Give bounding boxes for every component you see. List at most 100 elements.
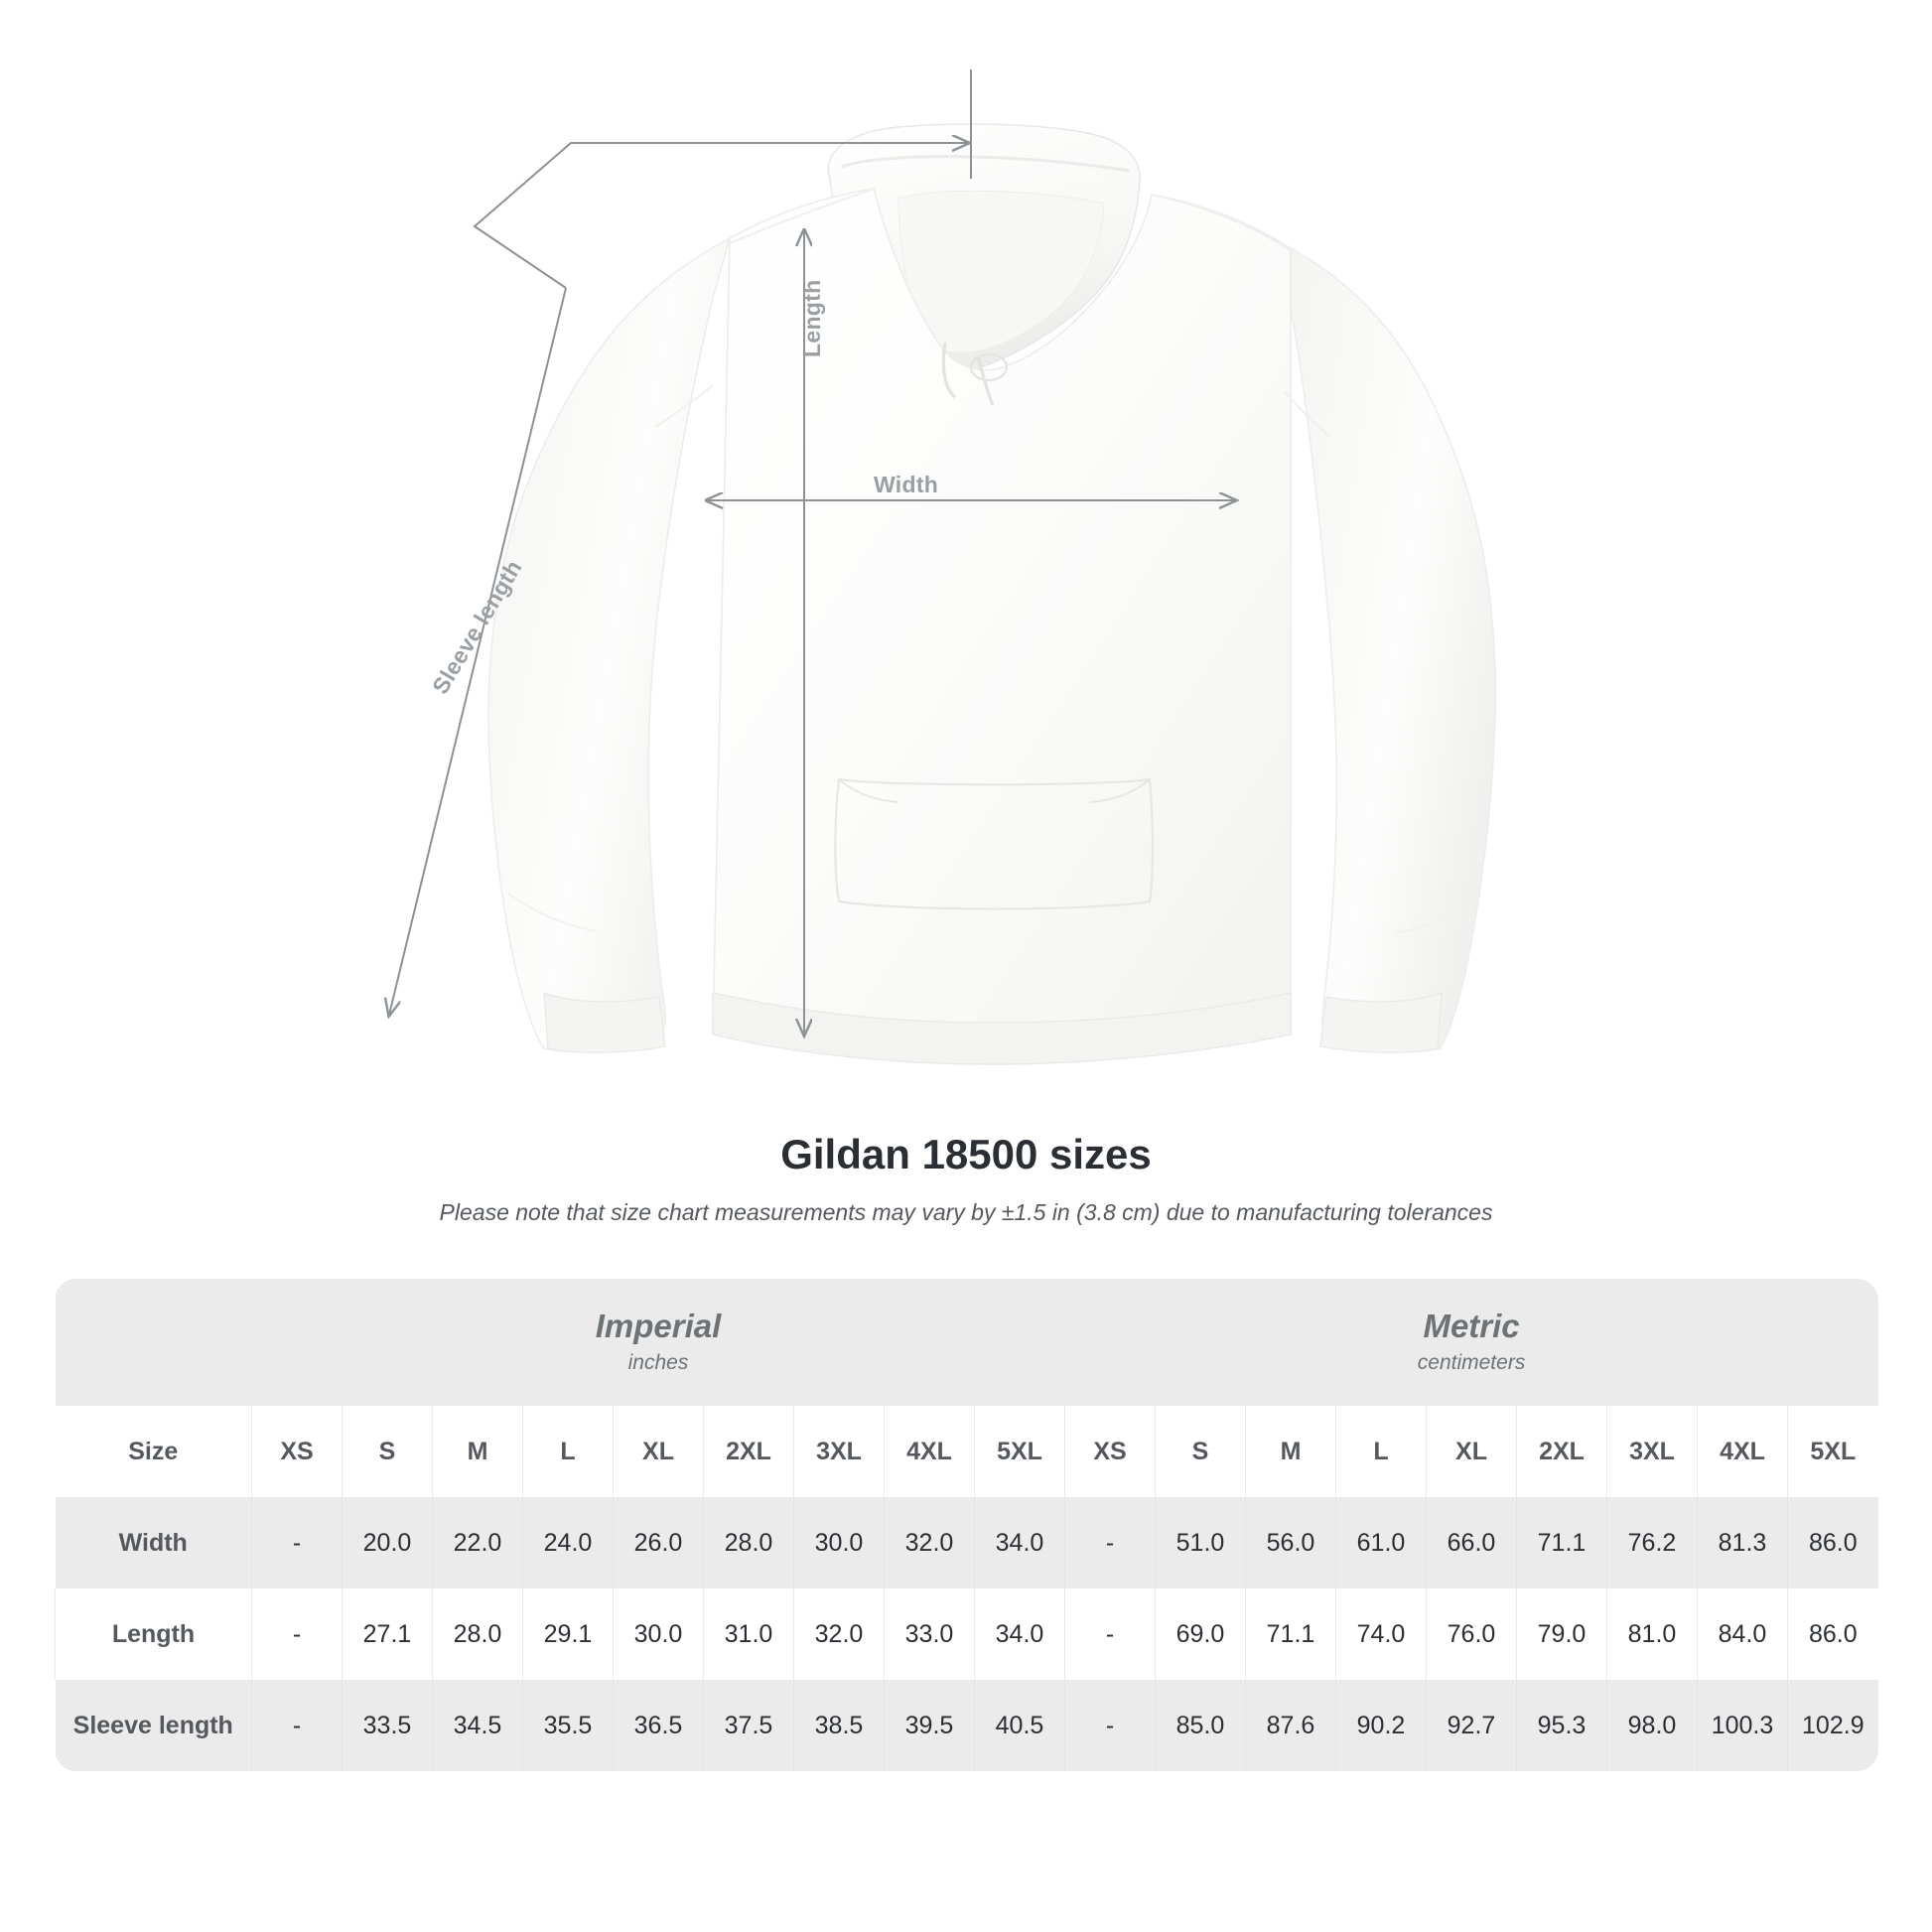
unit-header-metric: Metric centimeters — [1064, 1279, 1878, 1406]
table-row: Width -20.0 22.0 24.0 26.0 28.0 30.0 32.0 34.0-5… — [55, 1497, 1878, 1588]
cell-sleeve-length-2xl-imperial: 37.5 — [703, 1680, 794, 1771]
cell-sleeve-length-s-metric: 85.0 — [1155, 1680, 1246, 1771]
cell-width-2xl-imperial: 28.0 — [703, 1497, 794, 1588]
size-header-cell-xs-metric: XS — [1064, 1406, 1156, 1497]
cell-width-3xl-imperial: 30.0 — [793, 1497, 885, 1588]
cell-length-l-metric: 74.0 — [1335, 1588, 1427, 1680]
cell-sleeve-length-4xl-metric: 100.3 — [1697, 1680, 1788, 1771]
cell-sleeve-length-l-metric: 90.2 — [1335, 1680, 1427, 1771]
size-header-row: Size XS S M L XL 2XL 3XL 4XL 5XL XS S M L XL 2XL 3XL 4XL 5… — [55, 1406, 1878, 1497]
cell-width-2xl-metric: 71.1 — [1516, 1497, 1607, 1588]
cell-length-5xl-imperial: 34.0 — [974, 1588, 1065, 1680]
cell-sleeve-length-xs-imperial: - — [251, 1680, 343, 1771]
cell-length-s-imperial: 27.1 — [342, 1588, 433, 1680]
cell-sleeve-length-3xl-metric: 98.0 — [1606, 1680, 1698, 1771]
cell-length-m-imperial: 28.0 — [432, 1588, 523, 1680]
cell-width-5xl-metric: 86.0 — [1786, 1497, 1878, 1588]
row-label-length: Length — [55, 1588, 252, 1680]
size-header-cell-5xl-metric: 5XL — [1786, 1406, 1878, 1497]
cell-length-xl-metric: 76.0 — [1426, 1588, 1517, 1680]
table-row: Sleeve length -33.5 34.5 35.5 36.5 37.5 38.5 39… — [55, 1680, 1878, 1771]
size-header-cell-s-imperial: S — [342, 1406, 433, 1497]
cell-length-l-imperial: 29.1 — [522, 1588, 614, 1680]
width-label: Width — [874, 472, 939, 497]
size-header-cell-l-imperial: L — [522, 1406, 614, 1497]
page-title: Gildan 18500 sizes — [780, 1131, 1152, 1177]
tolerance-note: Please note that size chart measurements… — [439, 1199, 1493, 1226]
cell-length-3xl-imperial: 32.0 — [793, 1588, 885, 1680]
sleeve-length-dimension-line — [389, 287, 567, 1015]
unit-name: Imperial — [595, 1308, 722, 1345]
cell-sleeve-length-xl-imperial: 36.5 — [613, 1680, 704, 1771]
cell-length-xl-imperial: 30.0 — [613, 1588, 704, 1680]
cell-sleeve-length-l-imperial: 35.5 — [522, 1680, 614, 1771]
row-label-sleeve-length: Sleeve length — [55, 1680, 252, 1771]
size-header-cell-4xl-metric: 4XL — [1697, 1406, 1788, 1497]
hoodie-graphic — [487, 123, 1497, 1065]
cell-sleeve-length-m-metric: 87.6 — [1245, 1680, 1336, 1771]
length-label: Length — [799, 279, 825, 357]
size-header-cell-xl-metric: XL — [1426, 1406, 1517, 1497]
cell-width-4xl-imperial: 32.0 — [884, 1497, 975, 1588]
size-header-cell-3xl-imperial: 3XL — [793, 1406, 885, 1497]
row-label-width: Width — [55, 1497, 252, 1588]
cell-sleeve-length-xs-metric: - — [1064, 1680, 1156, 1771]
hoodie-measurement-diagram: Length Width Sleeve length — [0, 69, 1497, 1065]
cell-sleeve-length-5xl-imperial: 40.5 — [974, 1680, 1065, 1771]
cell-length-4xl-metric: 84.0 — [1697, 1588, 1788, 1680]
cell-sleeve-length-5xl-metric: 102.9 — [1786, 1680, 1878, 1771]
cell-width-l-imperial: 24.0 — [522, 1497, 614, 1588]
unit-header-imperial: Imperial inches — [251, 1279, 1065, 1406]
cell-length-s-metric: 69.0 — [1155, 1588, 1246, 1680]
cell-length-xs-metric: - — [1064, 1588, 1156, 1680]
cell-width-s-metric: 51.0 — [1155, 1497, 1246, 1588]
cell-sleeve-length-s-imperial: 33.5 — [342, 1680, 433, 1771]
cell-length-5xl-metric: 86.0 — [1786, 1588, 1878, 1680]
cell-length-2xl-imperial: 31.0 — [703, 1588, 794, 1680]
size-header-label: Size — [55, 1406, 252, 1497]
cell-length-2xl-metric: 79.0 — [1516, 1588, 1607, 1680]
unit-name: Metric — [1423, 1308, 1520, 1345]
unit-subtitle: centimeters — [1417, 1351, 1526, 1375]
size-header-cell-xl-imperial: XL — [613, 1406, 704, 1497]
cell-width-xl-metric: 66.0 — [1426, 1497, 1517, 1588]
cell-sleeve-length-xl-metric: 92.7 — [1426, 1680, 1517, 1771]
size-header-cell-2xl-imperial: 2XL — [703, 1406, 794, 1497]
cell-sleeve-length-4xl-imperial: 39.5 — [884, 1680, 975, 1771]
sleeve-leader-line — [473, 142, 963, 289]
cell-width-xl-imperial: 26.0 — [613, 1497, 704, 1588]
cell-length-3xl-metric: 81.0 — [1606, 1588, 1698, 1680]
size-chart-table-container: Imperial inches Metric centimeters Size XS S M L… — [55, 1279, 1878, 1771]
size-header-cell-m-metric: M — [1245, 1406, 1336, 1497]
table-row: Length -27.1 28.0 29.1 30.0 31.0 32.0 33.0 34.0-… — [55, 1588, 1878, 1680]
size-header-cell-xs-imperial: XS — [251, 1406, 343, 1497]
unit-subtitle: inches — [627, 1351, 689, 1375]
size-header-cell-4xl-imperial: 4XL — [884, 1406, 975, 1497]
cell-sleeve-length-2xl-metric: 95.3 — [1516, 1680, 1607, 1771]
cell-width-5xl-imperial: 34.0 — [974, 1497, 1065, 1588]
size-header-cell-2xl-metric: 2XL — [1516, 1406, 1607, 1497]
cell-width-4xl-metric: 81.3 — [1697, 1497, 1788, 1588]
size-header-cell-5xl-imperial: 5XL — [974, 1406, 1065, 1497]
size-chart-table: Imperial inches Metric centimeters Size XS S M L… — [55, 1279, 1878, 1771]
cell-length-xs-imperial: - — [251, 1588, 343, 1680]
hoodie-illustration — [0, 69, 1497, 1065]
cell-width-xs-imperial: - — [251, 1497, 343, 1588]
cell-width-3xl-metric: 76.2 — [1606, 1497, 1698, 1588]
cell-width-s-imperial: 20.0 — [342, 1497, 433, 1588]
cell-width-l-metric: 61.0 — [1335, 1497, 1427, 1588]
size-header-cell-m-imperial: M — [432, 1406, 523, 1497]
cell-sleeve-length-3xl-imperial: 38.5 — [793, 1680, 885, 1771]
measurement-lines — [389, 69, 1235, 1035]
size-header-cell-s-metric: S — [1155, 1406, 1246, 1497]
cell-width-m-imperial: 22.0 — [432, 1497, 523, 1588]
cell-width-xs-metric: - — [1064, 1497, 1156, 1588]
cell-width-m-metric: 56.0 — [1245, 1497, 1336, 1588]
unit-banner-row: Imperial inches Metric centimeters — [55, 1279, 1878, 1406]
title-block: Gildan 18500 sizes Please note that size… — [0, 1131, 1932, 1227]
table-corner-cell — [55, 1279, 252, 1406]
cell-length-4xl-imperial: 33.0 — [884, 1588, 975, 1680]
size-header-cell-l-metric: L — [1335, 1406, 1427, 1497]
cell-sleeve-length-m-imperial: 34.5 — [432, 1680, 523, 1771]
cell-length-m-metric: 71.1 — [1245, 1588, 1336, 1680]
